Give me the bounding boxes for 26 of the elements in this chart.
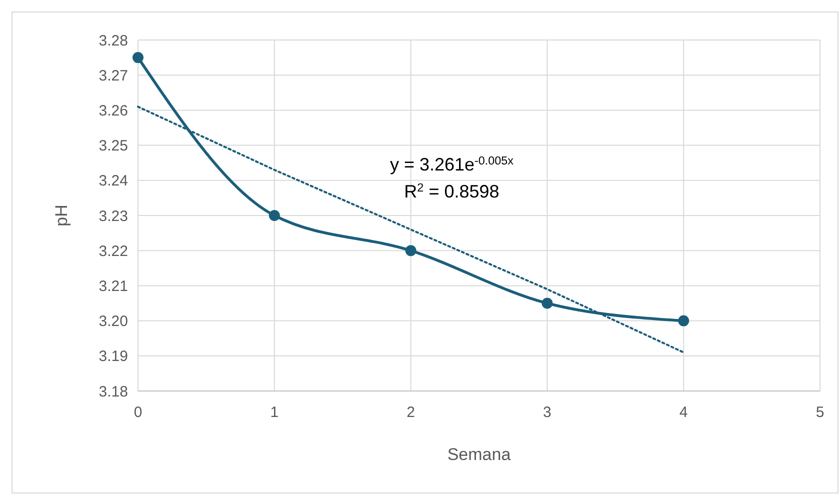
- y-tick-label: 3.20: [98, 313, 128, 330]
- y-tick-label: 3.18: [98, 383, 128, 400]
- annotation: R$^{2}$ = 0.8598: [404, 181, 500, 202]
- x-axis-title: Semana: [447, 445, 512, 464]
- annotation: y = 3.261e$^{-0.005x}$: [390, 154, 514, 175]
- y-tick-label: 3.28: [98, 32, 128, 50]
- y-tick-label: 3.24: [98, 172, 128, 190]
- point: [542, 298, 553, 309]
- x-tick-label: 0: [134, 404, 142, 421]
- x-tick-label: 1: [270, 404, 279, 421]
- point: [268, 210, 280, 221]
- point: [132, 52, 144, 64]
- y-tick-label: 3.19: [98, 348, 128, 366]
- x-tick-label: 3: [543, 404, 552, 421]
- x-tick-label: 4: [679, 404, 688, 421]
- x-tick-label: 2: [406, 404, 415, 421]
- y-tick-label: 3.23: [98, 208, 128, 225]
- y-axis-title: pH: [52, 204, 71, 226]
- y-tick-label: 3.27: [98, 67, 128, 84]
- y-tick-label: 3.26: [98, 102, 128, 120]
- y-tick-label: 3.25: [98, 138, 128, 155]
- y-tick-label: 3.21: [98, 278, 128, 295]
- point: [405, 245, 416, 256]
- point: [678, 315, 690, 326]
- x-tick-label: 5: [816, 404, 824, 421]
- y-tick-label: 3.22: [98, 242, 128, 260]
